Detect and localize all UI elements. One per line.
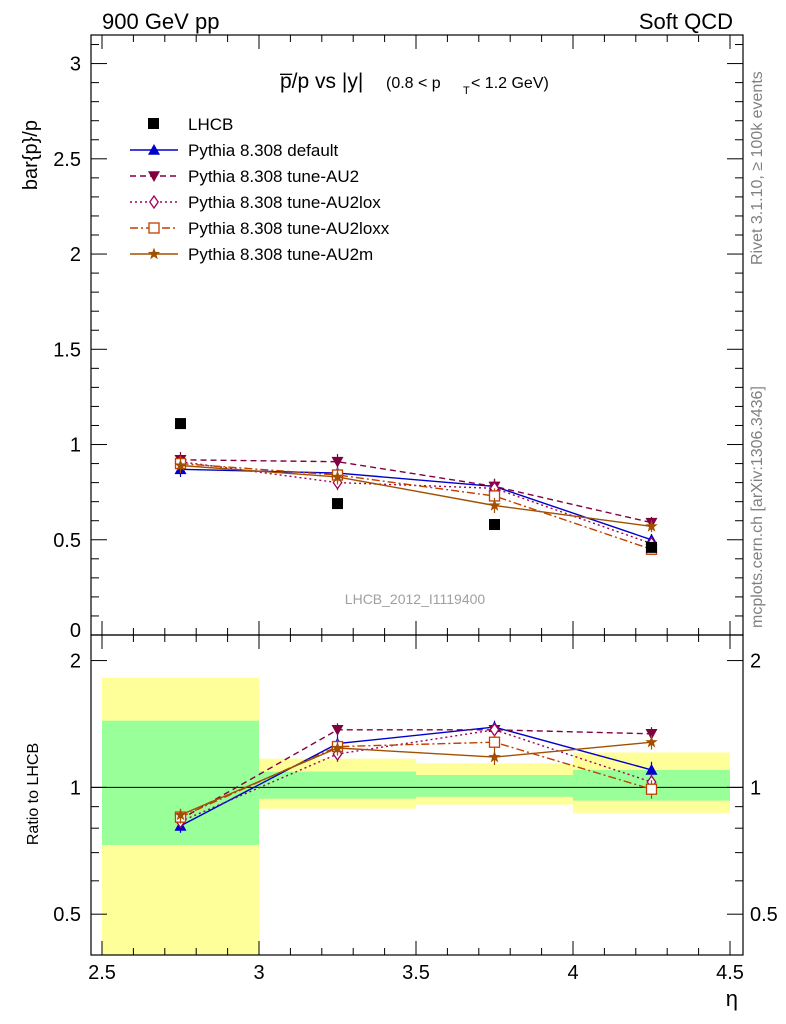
xtick-label-2.5: 2.5 — [88, 962, 116, 984]
header-left: 900 GeV pp — [102, 9, 219, 34]
ratio-series-line-2 — [180, 729, 652, 823]
upper-ytick-label-1: 1 — [70, 435, 81, 457]
upper-point-4-1 — [331, 470, 344, 483]
upper-series-line-4 — [180, 464, 652, 528]
xtick-label-4.5: 4.5 — [716, 962, 744, 984]
lower-ytick-label-1: 1 — [70, 777, 81, 799]
upper-series-line-2 — [180, 461, 652, 545]
ratio-series-line-1 — [180, 729, 652, 820]
upper-title-main: p̅/p vs |y| — [279, 70, 363, 93]
lhcb-point-2 — [489, 519, 500, 531]
legend-label-2: Pythia 8.308 tune-AU2lox — [188, 193, 381, 212]
legend-marker-0 — [148, 144, 160, 155]
upper-ytick-label-3: 3 — [70, 54, 81, 76]
upper-series-line-3 — [180, 462, 652, 550]
xtick-label-3.5: 3.5 — [402, 962, 430, 984]
xtick-label-4: 4 — [567, 962, 578, 984]
band-inner-2 — [416, 774, 573, 797]
ratio-series-line-0 — [180, 726, 652, 827]
legend-label-4: Pythia 8.308 tune-AU2m — [188, 245, 373, 264]
upper-ytick-label-1.5: 1.5 — [53, 339, 81, 361]
lower-xlabel: η — [726, 986, 738, 1011]
lower-ytick-label-right-0.5: 0.5 — [750, 904, 778, 926]
lower-ytick-label-right-1: 1 — [750, 777, 761, 799]
ratio-point-1-1 — [331, 724, 344, 736]
upper-point-4-3 — [645, 519, 658, 532]
xtick-label-3: 3 — [253, 962, 264, 984]
ratio-point-3-2 — [488, 736, 501, 748]
upper-point-4-0 — [174, 459, 187, 471]
legend-marker-1 — [148, 171, 160, 182]
legend-marker-2 — [149, 194, 159, 210]
watermark: LHCB_2012_I1119400 — [345, 591, 486, 607]
lower-ytick-label-2: 2 — [70, 651, 81, 673]
upper-ylabel: bar{p}/p — [20, 120, 42, 190]
legend-label-3: Pythia 8.308 tune-AU2loxx — [188, 219, 390, 238]
ratio-point-3-3 — [645, 783, 658, 795]
upper-ytick-label-zero: 0 — [70, 620, 81, 642]
rivet-label: Rivet 3.1.10, ≥ 100k events — [749, 71, 766, 265]
ratio-point-0-3 — [645, 763, 658, 775]
upper-point-1-1 — [331, 456, 344, 468]
ratio-point-4-0 — [174, 808, 187, 821]
ratio-point-4-1 — [331, 741, 344, 754]
upper-title-cut-sub: T — [463, 85, 470, 97]
upper-point-4-2 — [488, 499, 501, 511]
legend-marker-lhcb — [148, 118, 159, 129]
mcplots-label: mcplots.cern.ch [arXiv:1306.3436] — [749, 386, 766, 628]
ratio-point-1-3 — [645, 729, 658, 740]
legend-marker-4 — [147, 247, 161, 260]
upper-ytick-label-2.5: 2.5 — [53, 149, 81, 171]
ratio-series-line-4 — [180, 741, 652, 816]
lower-ylabel: Ratio to LHCB — [25, 743, 42, 845]
legend-label-1: Pythia 8.308 tune-AU2 — [188, 167, 359, 186]
upper-title-cut-close: < 1.2 GeV) — [471, 75, 549, 92]
upper-ytick-label-2: 2 — [70, 244, 81, 266]
lower-ytick-label-right-2: 2 — [750, 651, 761, 673]
upper-ytick-label-0.5: 0.5 — [53, 530, 81, 552]
ratio-point-4-3 — [645, 735, 658, 748]
lhcb-point-1 — [332, 498, 343, 510]
ratio-point-4-2 — [488, 750, 501, 763]
band-inner-1 — [259, 771, 416, 799]
lower-ytick-label-0.5: 0.5 — [53, 904, 81, 926]
upper-title-cut-open: (0.8 < p — [386, 75, 441, 92]
lhcb-point-0 — [175, 418, 186, 430]
legend-label-0: Pythia 8.308 default — [188, 141, 339, 160]
legend-marker-3 — [148, 222, 160, 234]
header-right: Soft QCD — [639, 9, 733, 34]
legend-label-lhcb: LHCB — [188, 115, 233, 134]
lower-frame — [90, 634, 744, 956]
lhcb-point-3 — [646, 541, 657, 553]
upper-series-line-0 — [180, 468, 652, 541]
